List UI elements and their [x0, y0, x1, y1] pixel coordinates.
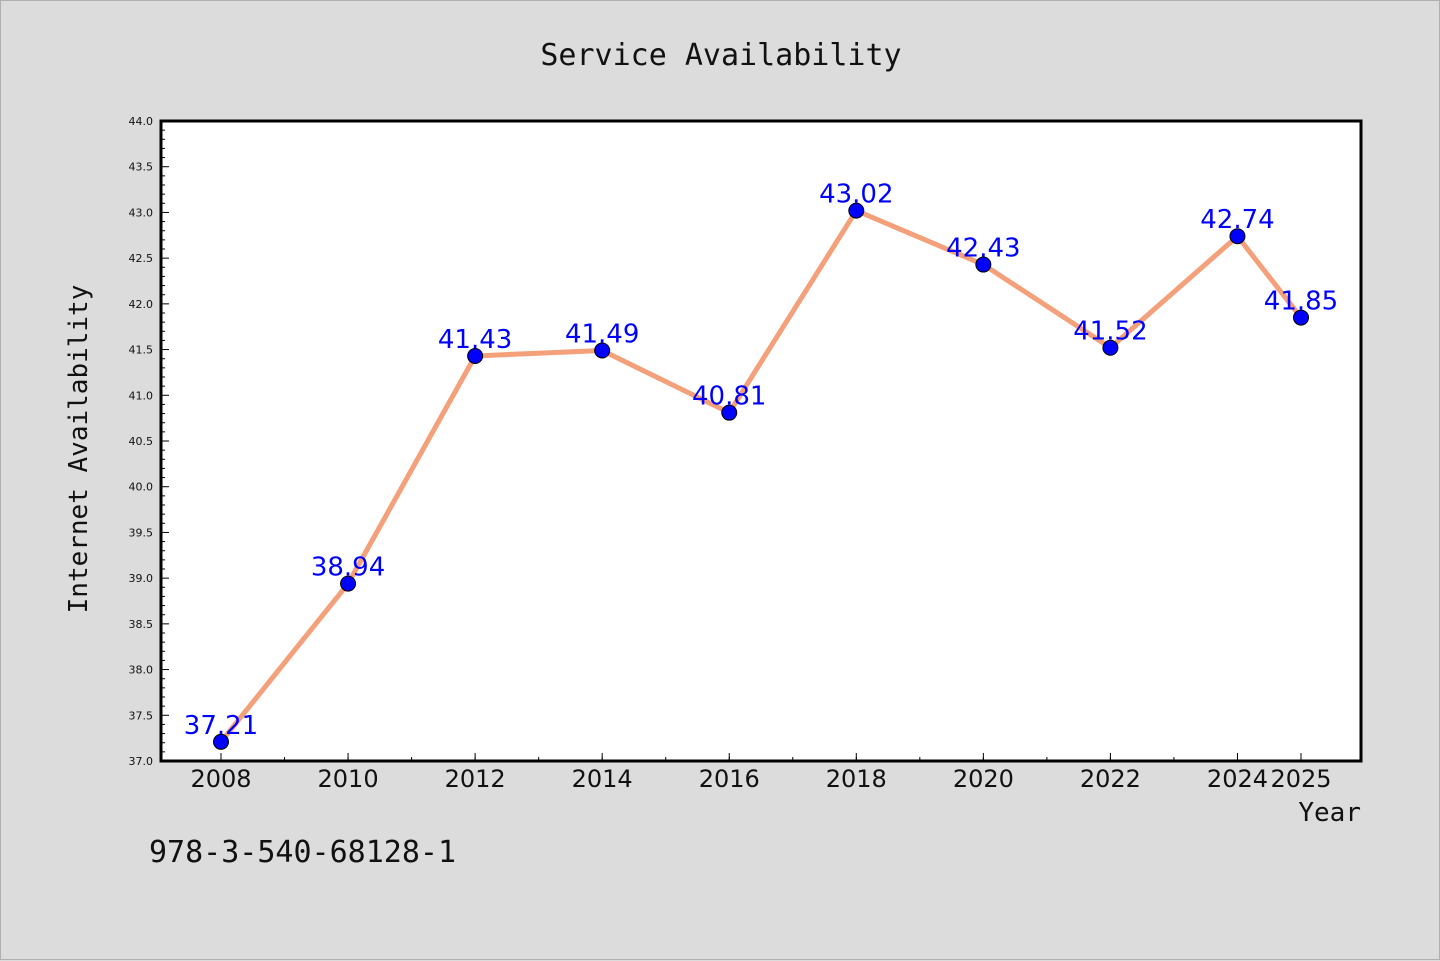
- y-tick-label: 42.5: [129, 252, 154, 265]
- data-label: 42.43: [946, 234, 1020, 264]
- data-label: 37.21: [184, 711, 258, 741]
- data-point: [975, 256, 992, 273]
- y-tick-label: 44.0: [129, 115, 154, 128]
- x-tick-label: 2012: [445, 765, 506, 793]
- data-point: [848, 202, 865, 219]
- x-tick-label: 2024: [1207, 765, 1268, 793]
- data-labels: 37.21 38.94 41.43 41.49 40.81 43.02 42.43 41.52…: [184, 180, 1338, 741]
- data-point: [1229, 228, 1246, 245]
- data-point: [1102, 339, 1119, 356]
- data-label: 41.85: [1264, 287, 1338, 317]
- x-tick-label: 2025: [1270, 765, 1331, 793]
- x-axis-label: Year: [1298, 798, 1361, 828]
- x-tick-label: 2022: [1080, 765, 1141, 793]
- data-point: [467, 347, 484, 364]
- x-tick-label: 2010: [318, 765, 379, 793]
- y-axis-label: Internet Availability: [64, 285, 94, 614]
- data-point: [213, 733, 229, 750]
- data-label: 41.52: [1073, 317, 1147, 347]
- series-markers: [213, 202, 1309, 750]
- y-tick-label: 40.0: [129, 481, 154, 494]
- y-tick-label: 40.5: [129, 435, 154, 448]
- y-tick-label: 43.0: [129, 206, 154, 219]
- chart-title: Service Availability: [540, 38, 901, 73]
- data-label: 42.74: [1200, 205, 1274, 235]
- plot-area: [159, 119, 1363, 763]
- y-tick-label: 37.5: [129, 709, 154, 722]
- data-point: [594, 342, 611, 359]
- y-tick-label: 43.5: [129, 161, 154, 174]
- data-point: [340, 575, 357, 592]
- x-axis: 2008 2010 2012 2014 2016 2018 2020 2022 2024 2025: [190, 753, 1332, 793]
- y-tick-label: 39.5: [129, 526, 154, 539]
- series-line: [219, 208, 1303, 744]
- data-point: [1293, 309, 1309, 326]
- data-label: 41.49: [565, 319, 639, 349]
- x-tick-label: 2016: [699, 765, 760, 793]
- y-tick-label: 38.0: [129, 664, 154, 677]
- x-tick-label: 2008: [190, 765, 251, 793]
- y-tick-label: 38.5: [129, 618, 154, 631]
- data-label: 38.94: [311, 553, 385, 583]
- x-tick-label: 2018: [826, 765, 887, 793]
- footer-code: 978-3-540-68128-1: [149, 835, 457, 870]
- data-label: 43.02: [819, 180, 893, 210]
- y-tick-label: 37.0: [129, 755, 154, 768]
- y-axis: 37.0 37.5 38.0 38.5 39.0 39.5 40.0 40.5 41.0 41.5…: [129, 115, 169, 768]
- x-tick-label: 2020: [953, 765, 1014, 793]
- x-tick-label: 2014: [572, 765, 633, 793]
- data-label: 41.43: [438, 325, 512, 355]
- y-tick-label: 41.0: [129, 389, 154, 402]
- data-point: [721, 404, 738, 421]
- data-label: 40.81: [692, 382, 766, 412]
- y-tick-label: 41.5: [129, 344, 154, 357]
- y-tick-label: 39.0: [129, 572, 154, 585]
- y-tick-label: 42.0: [129, 298, 154, 311]
